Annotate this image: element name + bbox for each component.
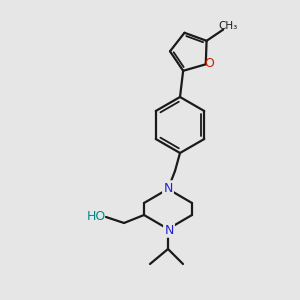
Text: N: N bbox=[164, 224, 174, 236]
Text: HO: HO bbox=[86, 211, 106, 224]
Text: O: O bbox=[204, 57, 214, 70]
Text: CH₃: CH₃ bbox=[218, 21, 238, 31]
Text: N: N bbox=[163, 182, 173, 194]
